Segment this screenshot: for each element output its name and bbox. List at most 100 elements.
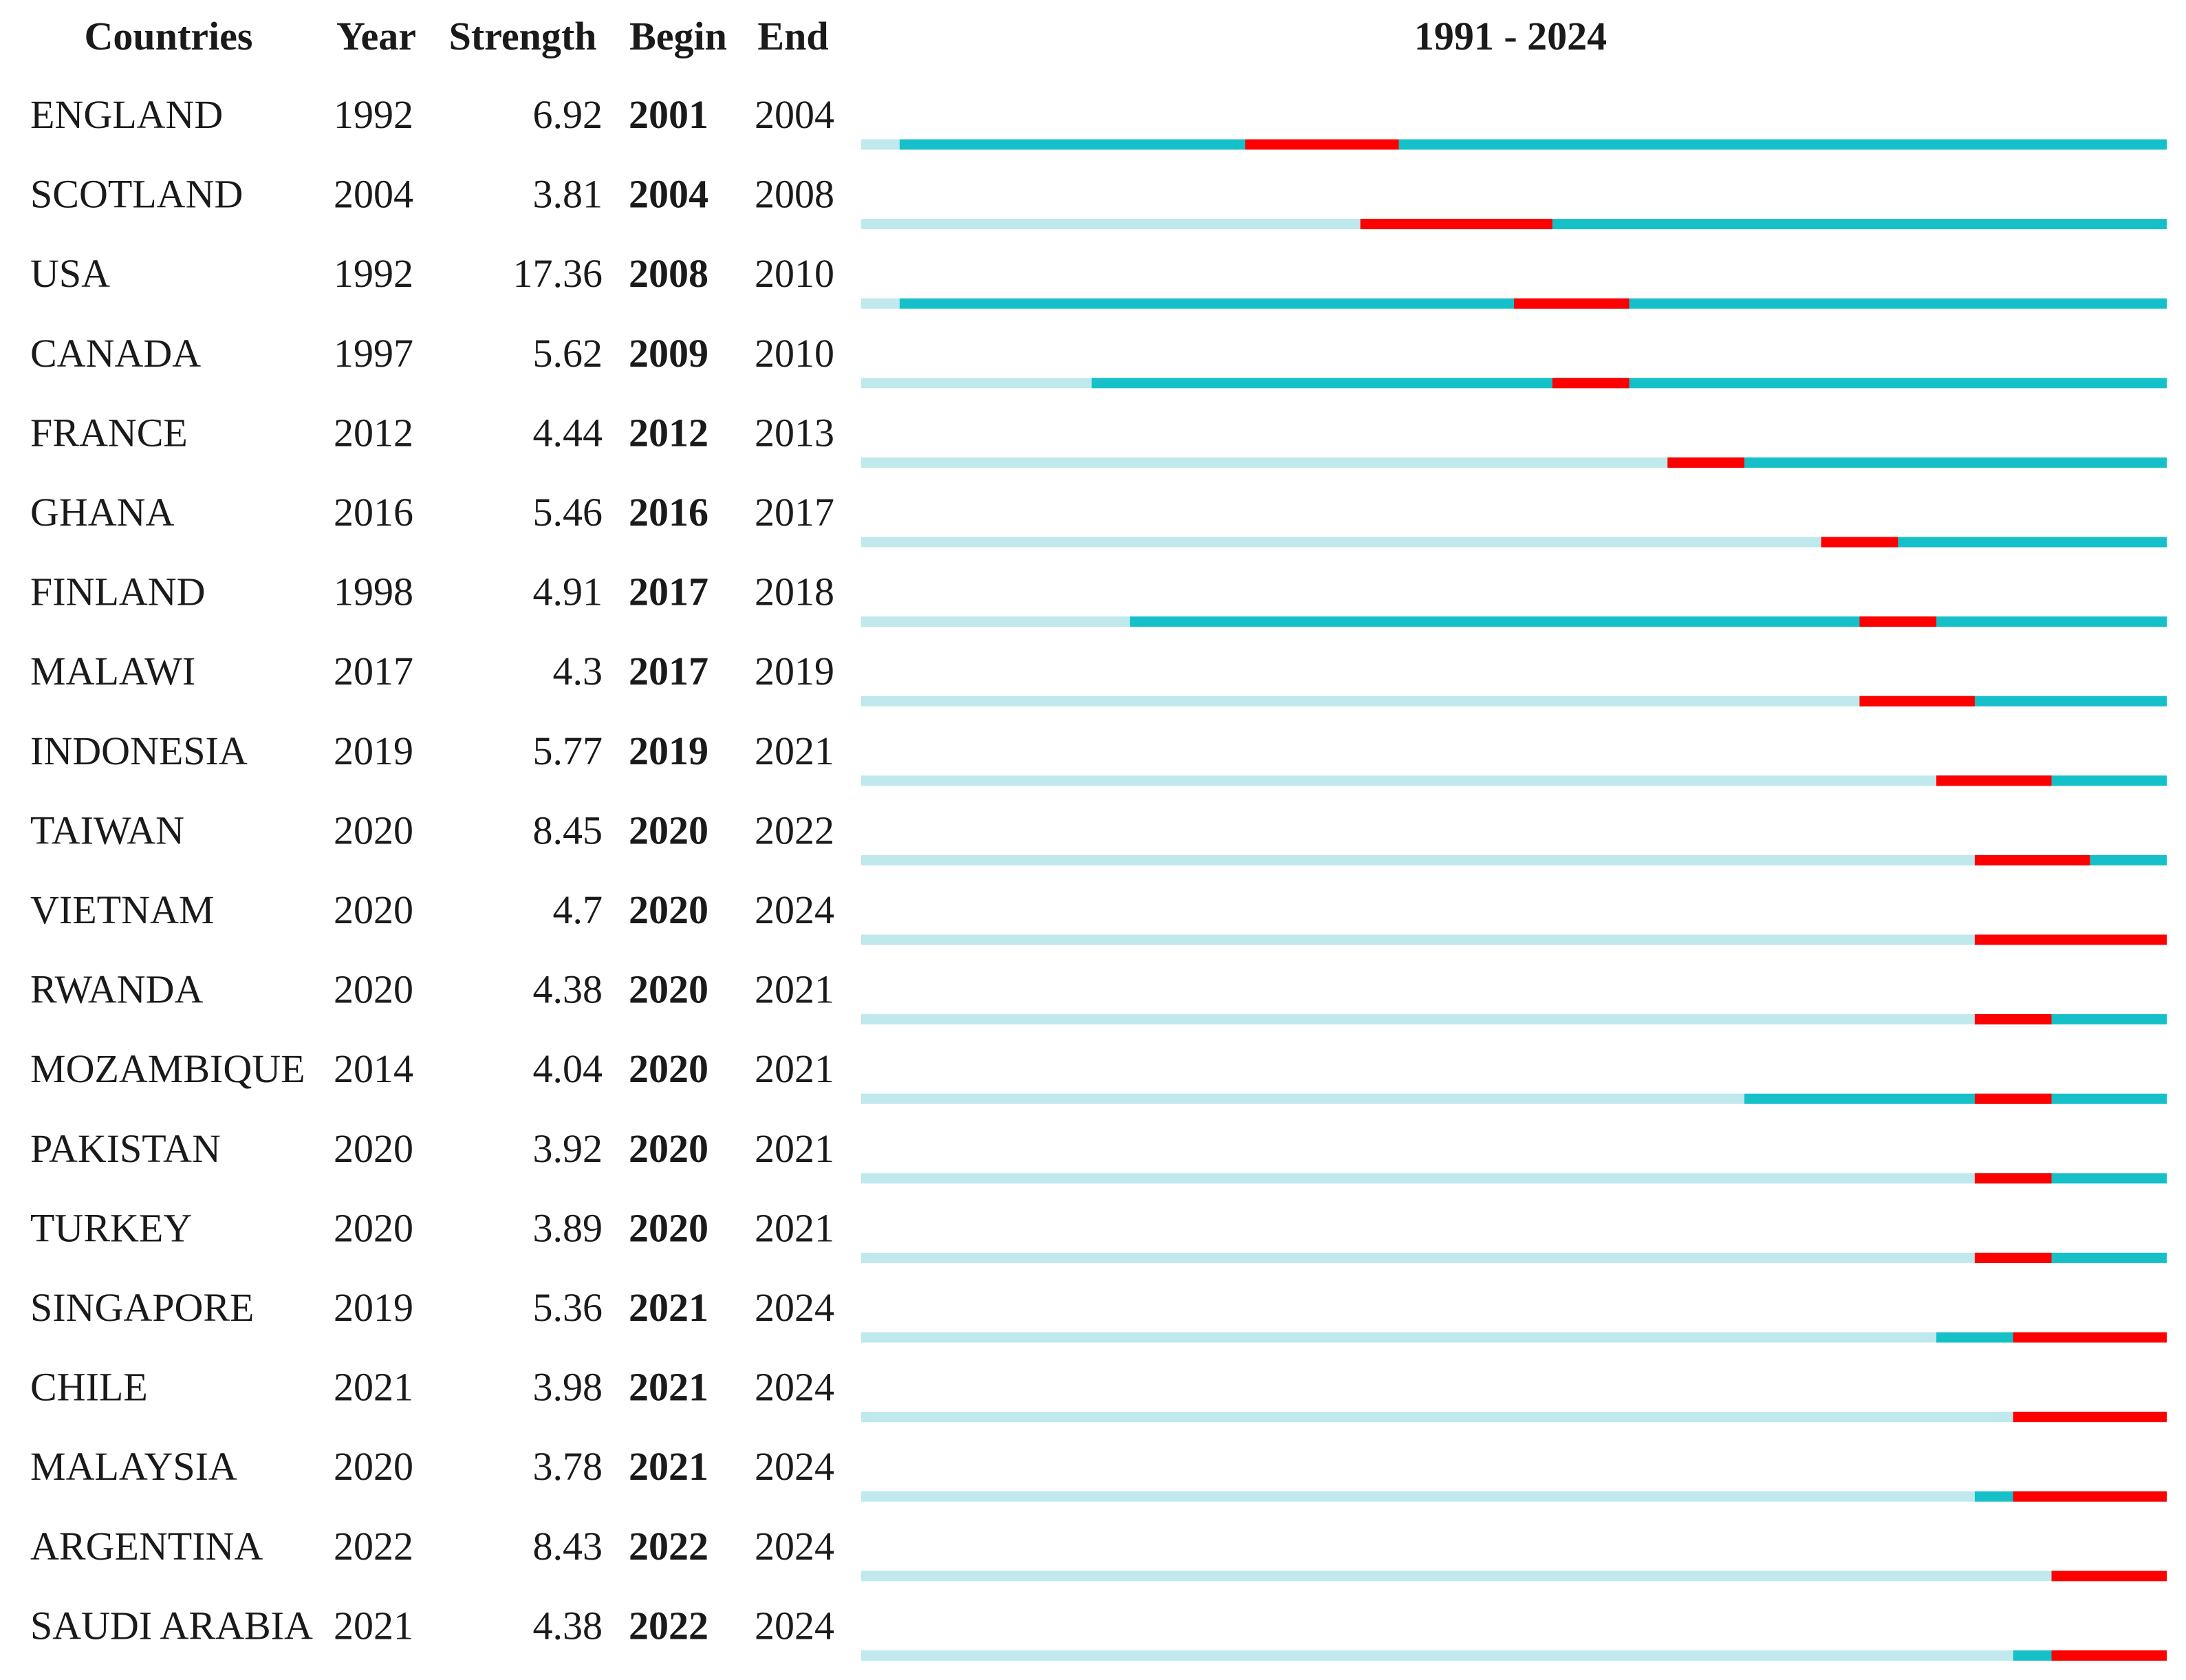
begin-value: 2021 [629, 1285, 708, 1330]
country-label: FINLAND [30, 570, 206, 614]
year-value: 2020 [334, 967, 413, 1012]
begin-value: 2009 [629, 331, 708, 376]
bar-burst-segment [1859, 696, 1975, 707]
bar-burst-segment [1936, 775, 2052, 786]
bar-active-segment [1744, 1093, 2167, 1104]
strength-value: 4.91 [533, 570, 603, 614]
bar-before-segment [861, 1332, 1937, 1343]
year-value: 1992 [334, 92, 413, 137]
bar-active-segment [1360, 219, 2167, 230]
country-label: MALAYSIA [30, 1444, 237, 1489]
burst-row: ARGENTINA 2022 8.43 2022 2024 [30, 1524, 2167, 1582]
bar-burst-segment [1974, 854, 2090, 865]
bar-before-segment [861, 1571, 2052, 1582]
end-value: 2021 [755, 967, 834, 1012]
bar-burst-segment [2013, 1332, 2167, 1343]
end-value: 2018 [755, 570, 834, 614]
burst-row: VIETNAM 2020 4.7 2020 2024 [30, 887, 2167, 945]
bar-before-segment [861, 934, 1975, 945]
country-label: RWANDA [30, 967, 203, 1012]
year-value: 2019 [334, 1285, 413, 1330]
end-value: 2017 [755, 490, 834, 535]
strength-value: 3.78 [533, 1444, 603, 1489]
strength-value: 4.38 [533, 1603, 603, 1648]
bar-before-segment [861, 457, 1668, 468]
begin-value: 2020 [629, 1126, 708, 1171]
begin-value: 2021 [629, 1365, 708, 1410]
country-label: PAKISTAN [30, 1126, 221, 1171]
year-value: 2017 [334, 649, 413, 693]
country-label: TAIWAN [30, 808, 184, 852]
end-value: 2013 [755, 410, 834, 455]
bar-active-segment [1129, 616, 2167, 627]
header-strength: Strength [449, 14, 597, 58]
bar-active-segment [1091, 378, 2167, 389]
strength-value: 5.36 [533, 1285, 603, 1330]
begin-value: 2019 [629, 729, 708, 773]
bar-burst-segment [1245, 139, 1399, 150]
bar-before-segment [861, 1650, 2013, 1661]
year-value: 2021 [334, 1365, 413, 1410]
year-value: 2004 [334, 172, 413, 217]
timeline-range-label: 1991 - 2024 [1414, 14, 1607, 58]
bar-burst-segment [1974, 1093, 2052, 1104]
strength-value: 3.98 [533, 1365, 603, 1410]
begin-value: 2004 [629, 172, 708, 217]
begin-value: 2022 [629, 1524, 708, 1569]
burst-row: SAUDI ARABIA 2021 4.38 2022 2024 [30, 1603, 2167, 1661]
burst-row: TURKEY 2020 3.89 2020 2021 [30, 1205, 2167, 1263]
burst-row: CANADA 1997 5.62 2009 2010 [30, 331, 2167, 389]
strength-value: 5.77 [533, 729, 603, 773]
end-value: 2010 [755, 251, 834, 296]
strength-value: 4.44 [533, 410, 603, 455]
end-value: 2022 [755, 808, 834, 852]
strength-value: 3.92 [533, 1126, 603, 1171]
year-value: 2020 [334, 1444, 413, 1489]
bar-before-segment [861, 775, 1937, 786]
bar-active-segment [899, 139, 2167, 150]
bar-before-segment [861, 219, 1361, 230]
year-value: 1998 [334, 570, 413, 614]
bar-active-segment [1821, 537, 2167, 548]
year-value: 1997 [334, 331, 413, 376]
burst-row: ENGLAND 1992 6.92 2001 2004 [30, 92, 2167, 150]
country-label: ARGENTINA [30, 1524, 263, 1569]
bar-active-segment [1667, 457, 2167, 468]
bar-burst-segment [1974, 934, 2167, 945]
bar-burst-segment [2051, 1571, 2167, 1582]
header-begin: Begin [629, 14, 727, 58]
header-year: Year [336, 14, 416, 58]
burst-row: MALAWI 2017 4.3 2017 2019 [30, 649, 2167, 707]
bar-before-segment [861, 1491, 1975, 1502]
strength-value: 6.92 [533, 92, 603, 137]
burst-rows: ENGLAND 1992 6.92 2001 2004 SCOTLAND 2004 3.81 2… [30, 92, 2167, 1661]
country-label: MALAWI [30, 649, 195, 693]
year-value: 2014 [334, 1046, 413, 1091]
burst-row: FINLAND 1998 4.91 2017 2018 [30, 570, 2167, 627]
year-value: 2020 [334, 808, 413, 852]
bar-burst-segment [1667, 457, 1744, 468]
end-value: 2024 [755, 1365, 834, 1410]
bar-burst-segment [1974, 1014, 2052, 1025]
burst-row: MOZAMBIQUE 2014 4.04 2020 2021 [30, 1046, 2167, 1104]
strength-value: 5.62 [533, 331, 603, 376]
end-value: 2021 [755, 1126, 834, 1171]
end-value: 2021 [755, 1205, 834, 1250]
strength-value: 5.46 [533, 490, 603, 535]
country-label: FRANCE [30, 410, 188, 455]
year-value: 2016 [334, 490, 413, 535]
burst-row: RWANDA 2020 4.38 2020 2021 [30, 967, 2167, 1025]
end-value: 2021 [755, 1046, 834, 1091]
header-end: End [757, 14, 828, 58]
strength-value: 4.3 [553, 649, 603, 693]
strength-value: 4.7 [553, 887, 603, 932]
burst-row: GHANA 2016 5.46 2016 2017 [30, 490, 2167, 548]
year-value: 2019 [334, 729, 413, 773]
bar-before-segment [861, 537, 1821, 548]
bar-before-segment [861, 1093, 1744, 1104]
strength-value: 3.89 [533, 1205, 603, 1250]
begin-value: 2012 [629, 410, 708, 455]
burst-row: INDONESIA 2019 5.77 2019 2021 [30, 729, 2167, 786]
begin-value: 2020 [629, 1046, 708, 1091]
bar-burst-segment [2051, 1650, 2167, 1661]
